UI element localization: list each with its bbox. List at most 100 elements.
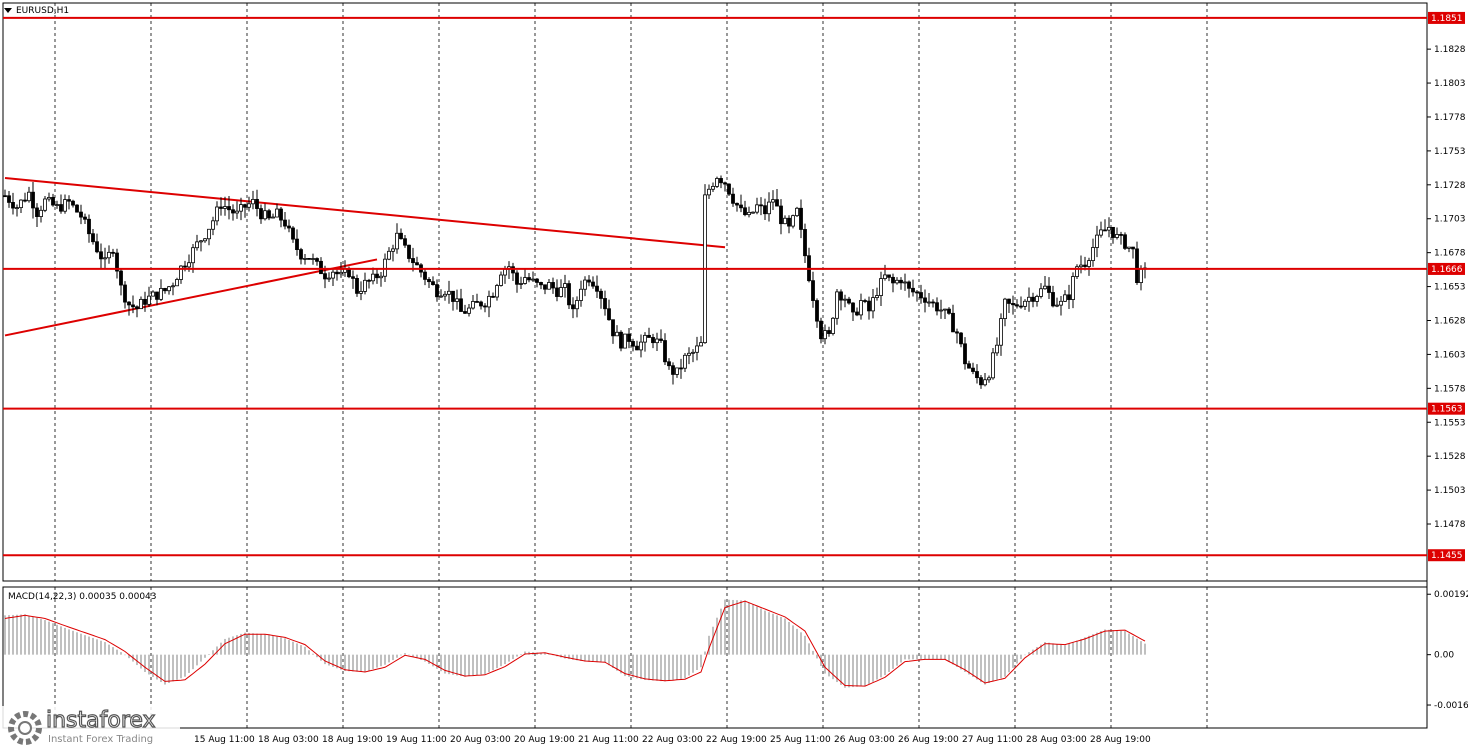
candle — [427, 277, 431, 289]
macd-bar — [992, 654, 994, 682]
candle-body — [651, 337, 655, 344]
candle — [463, 304, 467, 315]
candle-body — [1035, 296, 1039, 302]
macd-bar — [600, 654, 602, 663]
candle — [687, 347, 691, 365]
candle — [1091, 238, 1095, 267]
candle-body — [875, 295, 879, 299]
macd-bar — [384, 654, 386, 665]
candle — [55, 200, 59, 209]
candle — [163, 287, 167, 294]
candle-body — [111, 251, 115, 254]
macd-bar — [412, 654, 414, 657]
candle-body — [971, 367, 975, 372]
trendline-1 — [4, 258, 378, 337]
macd-bar — [928, 654, 930, 660]
candle-body — [151, 291, 155, 297]
macd-bar — [84, 635, 86, 655]
macd-bar — [736, 600, 738, 655]
candle-body — [123, 284, 127, 303]
macd-tick-label: 0.00 — [1434, 651, 1454, 661]
macd-bar — [208, 654, 210, 655]
candle-body — [215, 206, 219, 222]
level-price-tag — [1428, 11, 1465, 24]
macd-bar — [1076, 640, 1078, 655]
candle — [843, 294, 847, 308]
macd-bar — [908, 654, 910, 660]
time-tick-label: 27 Aug 11:00 — [962, 735, 1023, 745]
candle-body — [39, 209, 43, 217]
candle-body — [403, 238, 407, 246]
candle-body — [139, 298, 143, 310]
candle-body — [591, 281, 595, 287]
candle-body — [171, 285, 175, 288]
candle-body — [287, 225, 291, 229]
macd-bar — [952, 654, 954, 665]
candle-body — [695, 345, 699, 353]
macd-bar — [416, 654, 418, 659]
candle-body — [1095, 234, 1099, 248]
candle — [867, 296, 871, 320]
macd-bar — [316, 654, 318, 658]
candle — [667, 358, 671, 370]
candle-body — [155, 291, 159, 300]
candle-body — [879, 278, 883, 296]
macd-bar — [900, 654, 902, 663]
macd-bar — [292, 641, 294, 655]
macd-bar — [656, 654, 658, 681]
candle — [1107, 217, 1111, 238]
candle-body — [299, 249, 303, 260]
candle — [527, 273, 531, 283]
candle — [951, 304, 955, 333]
macd-bar — [568, 654, 570, 660]
macd-bar — [996, 654, 998, 680]
macd-bar — [564, 654, 566, 659]
candle — [203, 238, 207, 243]
candle — [71, 199, 75, 208]
candle-body — [851, 302, 855, 313]
candle — [995, 337, 999, 356]
macd-bar — [1068, 643, 1070, 655]
candle-body — [559, 287, 563, 297]
candle — [847, 296, 851, 305]
macd-bar — [1144, 643, 1146, 655]
macd-bar — [68, 629, 70, 655]
macd-bar — [1104, 629, 1106, 655]
candle-body — [291, 227, 295, 240]
price-tick-label: 1.1478 — [1434, 520, 1466, 530]
macd-tick-label: 0.00192 — [1434, 590, 1468, 600]
macd-bar — [828, 654, 830, 677]
candle — [75, 204, 79, 213]
candle-body — [87, 218, 91, 235]
candle — [227, 196, 231, 220]
candle — [1115, 227, 1119, 240]
symbol-dropdown-icon[interactable] — [4, 8, 12, 13]
candle — [891, 273, 895, 293]
level-price-label: 1.1666 — [1431, 265, 1463, 275]
macd-bar — [80, 633, 82, 655]
macd-bar — [380, 654, 382, 667]
macd-bar — [228, 637, 230, 655]
candle — [315, 257, 319, 266]
candle — [1063, 290, 1067, 303]
macd-bar — [732, 599, 734, 655]
candle-body — [383, 258, 387, 277]
candle-body — [35, 207, 39, 217]
macd-bar — [24, 614, 26, 655]
candle — [827, 326, 831, 337]
macd-bar — [512, 654, 514, 660]
macd-bar — [988, 654, 990, 683]
macd-axis-ticks: 0.00192 0.00 -0.0016 — [1427, 590, 1468, 711]
candle — [955, 328, 959, 344]
candle — [87, 214, 91, 243]
candle — [383, 253, 387, 282]
macd-bar — [1100, 631, 1102, 655]
macd-bar — [1056, 643, 1058, 655]
macd-bar — [52, 623, 54, 655]
candle — [1075, 264, 1079, 279]
candle-body — [647, 334, 651, 338]
candle-body — [211, 220, 215, 230]
candle — [363, 272, 367, 295]
candle — [1123, 232, 1127, 251]
